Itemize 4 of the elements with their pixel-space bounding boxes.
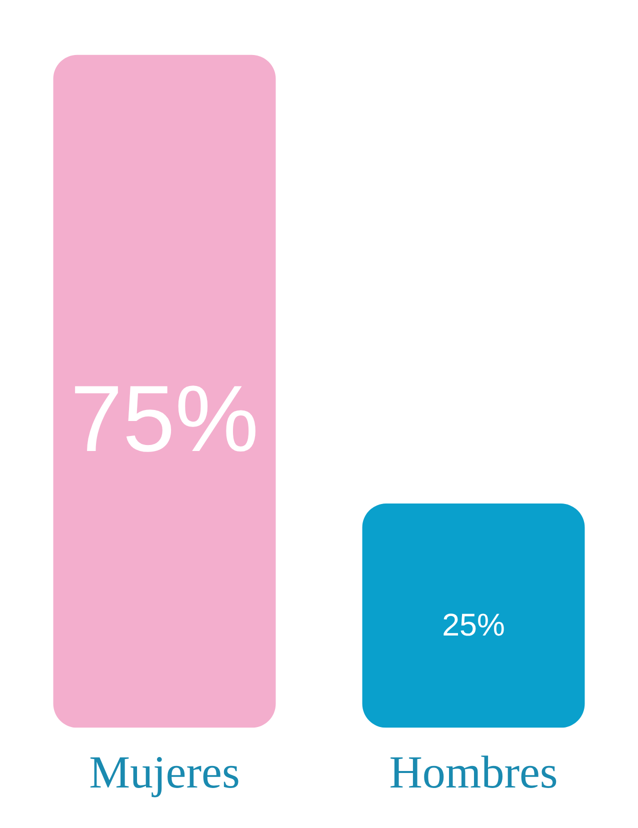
data-label: 75%: [70, 366, 259, 471]
data-label: 25%: [442, 608, 505, 643]
x-tick-label: Mujeres: [89, 746, 240, 798]
x-tick-label: Hombres: [389, 746, 558, 798]
